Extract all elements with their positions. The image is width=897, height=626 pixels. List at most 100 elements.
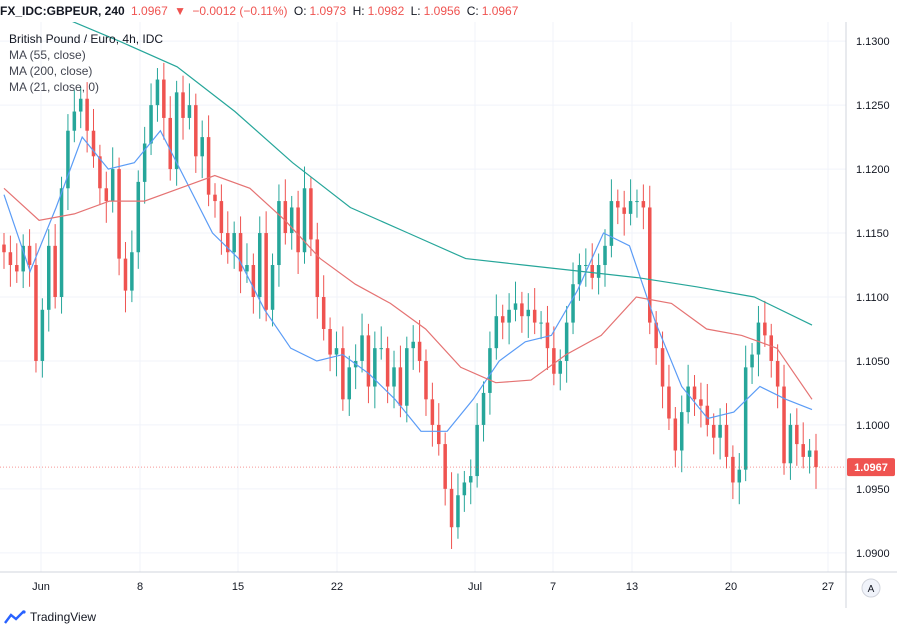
candle-body (219, 201, 224, 234)
symbol-header: FX_IDC:GBPEUR, 240 1.0967 ▼ −0.0012 (−0.… (0, 0, 897, 22)
price-chart[interactable]: 1.1300 1.1250 1.1200 1.1150 1.1100 1.1050 1.10… (0, 22, 897, 608)
candle-body (27, 245, 32, 266)
candle-body (2, 244, 6, 253)
candle-body (302, 188, 307, 253)
candle-body (187, 105, 192, 118)
chart-axes: 1.1300 1.1250 1.1200 1.1150 1.1100 1.1050 1.10… (0, 22, 897, 608)
candle-body (40, 309, 45, 361)
candle-body (750, 354, 754, 368)
y-tick-label: 1.0950 (856, 484, 890, 496)
candle-body (104, 188, 109, 202)
candle-body (507, 309, 511, 323)
candle-body (648, 207, 652, 323)
legend-title[interactable]: British Pound / Euro, 4h, IDC (9, 32, 164, 46)
candle-body (328, 328, 332, 355)
candle-body (475, 424, 479, 477)
candle-body (488, 348, 492, 393)
candle-body (699, 399, 703, 406)
candle-body (206, 137, 211, 195)
candle-body (814, 450, 818, 468)
auto-scale-label[interactable]: A (868, 584, 875, 595)
candle-body (142, 143, 147, 182)
candle-body (513, 303, 518, 310)
candle-body (334, 348, 339, 355)
candle-body (168, 117, 172, 170)
candle-body (385, 348, 390, 387)
candle-body (437, 424, 441, 445)
candle-body (443, 444, 447, 489)
candle-body (110, 169, 115, 202)
y-tick-label: 1.1050 (856, 356, 890, 368)
auto-scale-button[interactable] (861, 578, 881, 598)
candle-body (392, 367, 396, 387)
legend-ma200[interactable]: MA (200, close) (9, 64, 93, 78)
candle-body (679, 412, 684, 451)
candle-body (136, 181, 141, 253)
candle-body (775, 360, 780, 387)
y-tick-label: 1.1300 (856, 36, 890, 48)
candle-body (360, 335, 364, 361)
candle-body (424, 360, 428, 400)
candle-body (801, 444, 805, 457)
candle-body (609, 201, 614, 246)
candle-body (289, 207, 294, 234)
y-tick-label: 1.0900 (856, 548, 890, 560)
candle-body (174, 92, 179, 170)
candle-body (558, 360, 563, 374)
candle-body (584, 265, 588, 267)
candlesticks (2, 62, 818, 549)
close-value: 1.0967 (481, 4, 519, 18)
symbol-label[interactable]: FX_IDC:GBPEUR, 240 (0, 4, 125, 18)
candle-body (130, 252, 134, 291)
candle-body (200, 137, 204, 157)
candle-body (552, 348, 556, 374)
candle-body (743, 367, 748, 470)
candle-body (795, 424, 799, 445)
candle-body (251, 265, 256, 297)
candle-body (667, 386, 671, 419)
y-tick-label: 1.1150 (856, 228, 889, 240)
candle-body (213, 194, 217, 202)
x-tick-label: 15 (232, 581, 244, 593)
candle-body (807, 450, 812, 457)
candle-body (277, 201, 281, 266)
candle-body (226, 233, 230, 253)
candle-body (782, 386, 786, 464)
legend-ma55[interactable]: MA (55, close) (9, 48, 86, 62)
x-tick-label: 7 (550, 581, 556, 593)
down-arrow-icon: ▼ (174, 4, 186, 18)
candle-body (564, 322, 569, 361)
candle-body (596, 265, 601, 278)
candle-body (692, 386, 697, 400)
candle-body (571, 284, 575, 323)
candle-body (660, 348, 665, 387)
candle-body (66, 130, 70, 189)
candle-body (398, 367, 403, 406)
legend-ma21[interactable]: MA (21, close, 0) (9, 80, 100, 94)
x-tick-label: 20 (725, 581, 737, 593)
close-label: C: (466, 4, 479, 18)
candle-body (123, 258, 128, 291)
price-change: −0.0012 (−0.11%) (192, 4, 288, 18)
candle-body (257, 233, 262, 297)
candle-body (117, 169, 121, 259)
candle-body (405, 348, 409, 406)
candle-body (430, 399, 435, 425)
candle-body (309, 188, 313, 240)
candle-body (341, 348, 345, 400)
candle-body (494, 316, 499, 349)
x-tick-label: 27 (822, 581, 834, 593)
candle-body (53, 245, 57, 297)
footer: TradingView (4, 608, 96, 626)
high-label: H: (352, 4, 365, 18)
candle-body (245, 265, 249, 272)
ma-line (3, 129, 813, 432)
last-price-badge (847, 458, 895, 477)
candle-body (315, 239, 320, 297)
candle-body (85, 98, 89, 131)
ma-line (72, 22, 813, 326)
open-value: 1.0973 (309, 4, 347, 18)
y-tick-label: 1.1200 (856, 164, 890, 176)
candle-body (616, 201, 620, 208)
candle-body (654, 322, 658, 349)
